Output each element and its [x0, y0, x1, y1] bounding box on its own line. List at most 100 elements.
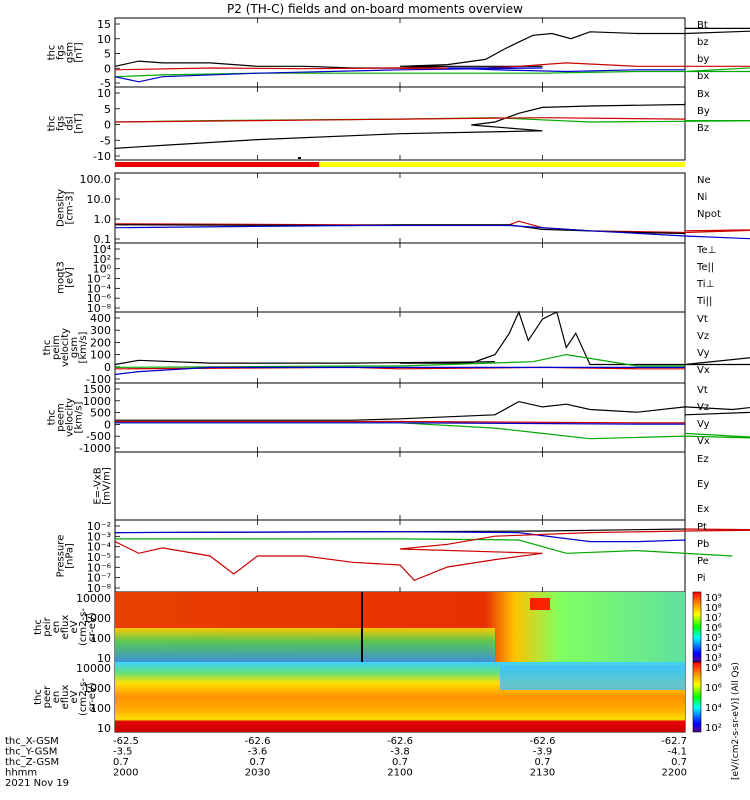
y-axis-label: fgs: [56, 45, 67, 60]
panel-frame: [114, 382, 686, 453]
y-tick-label: -500: [86, 430, 111, 443]
mode-bar: [115, 157, 685, 167]
time-axis-hhmm-value: 2200: [662, 768, 687, 779]
legend-Ex: Ex: [697, 504, 709, 515]
y-tick-label: -100: [86, 373, 111, 386]
y-tick-label: 0: [104, 361, 111, 374]
y-axis-label: thc: [47, 45, 58, 61]
y-tick-label: 10.0: [87, 193, 112, 206]
y-tick-label: 10⁻⁸: [87, 302, 112, 315]
time-axis-y-value: -4.1: [667, 747, 687, 758]
y-tick-label: -10: [93, 150, 111, 163]
legend-Bx: Bx: [697, 89, 710, 100]
panel-frame: [114, 86, 686, 161]
y-axis-label: thc: [47, 410, 58, 426]
colorbar-tick-label: 10⁹: [705, 593, 722, 604]
peer-spectrogram: [115, 662, 685, 732]
y-tick-label: 10000: [76, 662, 111, 675]
y-tick-label: 300: [90, 324, 111, 337]
series-Bt-line: [114, 27, 750, 69]
series-bx-line: [114, 67, 685, 83]
y-tick-label: 10⁻⁶: [87, 292, 112, 305]
y-tick-label: 1.0: [94, 213, 112, 226]
y-axis-label: [cm-3]: [65, 191, 76, 224]
time-axis-y-value: -3.8: [390, 747, 410, 758]
legend-By: By: [697, 106, 710, 117]
y-tick-label: 0: [104, 62, 111, 75]
time-axis-x-value: -62.5: [113, 736, 139, 747]
legend-Ey: Ey: [697, 479, 709, 490]
panel-frame: [114, 242, 686, 313]
series-Ni-line: [114, 224, 686, 235]
y-axis-label: eV: [69, 690, 80, 703]
y-tick-label: 200: [90, 336, 111, 349]
legend-Vz: Vz: [697, 402, 709, 413]
y-tick-label: 0.1: [94, 233, 112, 246]
legend-Pt: Pt: [697, 522, 707, 533]
y-tick-label: 100.0: [80, 173, 112, 186]
legend-bx: bx: [697, 71, 709, 82]
y-axis-label: eflux: [60, 615, 71, 640]
y-tick-label: 1000: [83, 682, 111, 695]
colorbar-tick-label: 10⁵: [705, 633, 722, 644]
series-Bx-line: [114, 117, 686, 123]
time-axis-z-value: 0.7: [671, 757, 687, 768]
y-tick-label: 10⁰: [93, 263, 112, 276]
y-tick-label: 100: [90, 702, 111, 715]
y-tick-label: 10⁻⁸: [87, 582, 112, 595]
colorbar-tick-label: 10⁴: [705, 703, 722, 714]
y-tick-label: 15: [97, 18, 111, 31]
time-axis-hhmm-value: 2030: [245, 768, 270, 779]
y-tick-label: 100: [90, 632, 111, 645]
y-axis-label: thc: [47, 116, 58, 132]
series-Vz-line: [115, 420, 685, 424]
colorbar-peer-scale: [692, 661, 702, 733]
y-tick-label: -5: [100, 77, 111, 90]
series-Pi-line: [114, 531, 686, 543]
y-tick-label: 10: [97, 87, 111, 100]
panel-pressure: 10⁻²10⁻³10⁻⁴10⁻⁵10⁻⁶10⁻⁷10⁻⁸ Pressure[nPa…: [56, 519, 750, 595]
legend-Npot: Npot: [697, 209, 721, 220]
time-axis-row-label: thc_X-GSM: [5, 736, 59, 747]
y-tick-label: 1000: [83, 395, 111, 408]
y-axis-label: sr-eV): [87, 612, 98, 641]
time-axis-z-value: 0.7: [113, 757, 129, 768]
y-tick-label: 10⁴: [93, 243, 112, 256]
series-Vx-line: [114, 366, 685, 376]
colorbar-tick-label: 10²: [705, 723, 722, 734]
y-axis-label: thc: [33, 619, 44, 635]
y-tick-label: 1000: [83, 612, 111, 625]
y-tick-label: 0: [104, 418, 111, 431]
y-axis-label: [nPa]: [65, 543, 76, 569]
y-tick-label: 10: [97, 33, 111, 46]
y-axis-label: gsm: [65, 42, 76, 63]
legend-Vx: Vx: [697, 365, 710, 376]
colorbar-peer: 10⁸ 10⁶ 10⁴ 10²: [692, 661, 722, 734]
time-axis-y-value: -3.9: [533, 747, 553, 758]
legend-bz: bz: [697, 37, 709, 48]
y-tick-label: -5: [100, 134, 111, 147]
colorbar-peir-scale: [692, 591, 702, 663]
y-tick-label: 10²: [93, 253, 111, 266]
y-tick-label: 0: [104, 119, 111, 132]
legend-Ne: Ne: [697, 175, 711, 186]
y-tick-label: 5: [104, 48, 111, 61]
colorbar-tick-label: 10⁸: [705, 603, 722, 614]
series-Vt-line: [114, 310, 750, 366]
y-axis-label: sr-eV): [87, 682, 98, 711]
y-axis-label: [km/s]: [74, 401, 85, 433]
y-tick-label: 400: [90, 312, 111, 325]
y-axis-label: gsm: [69, 337, 80, 358]
legend-Ti: Ti⊥: [696, 279, 714, 290]
y-tick-label: 10⁻²: [87, 520, 111, 533]
series-Pb-line: [114, 528, 750, 582]
y-tick-label: 10⁻⁴: [87, 282, 112, 295]
time-axis-x-value: -62.6: [245, 736, 271, 747]
y-axis-label: [nT]: [74, 42, 85, 62]
